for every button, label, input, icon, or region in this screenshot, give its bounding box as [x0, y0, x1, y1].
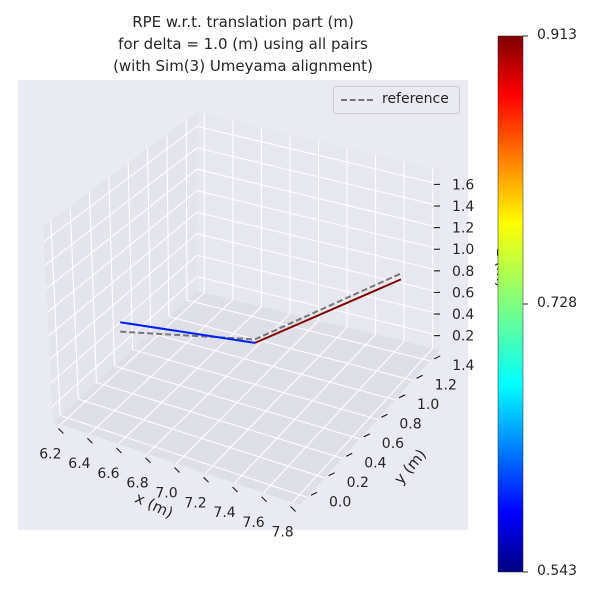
x-tick-mark	[232, 486, 238, 493]
x-tick-mark	[261, 496, 267, 503]
y-tick-label: 0.0	[329, 494, 351, 510]
y-gridline-floor	[60, 414, 308, 498]
y-tick-mark	[363, 433, 371, 438]
z-tick-label: 1.6	[452, 177, 474, 193]
legend-label-reference: reference	[382, 91, 449, 107]
chart-title-line-1: RPE w.r.t. translation part (m)	[132, 13, 354, 31]
z-gridline-back	[196, 190, 441, 250]
z-gridline-back	[196, 276, 441, 337]
y-gridline-floor	[186, 299, 431, 362]
z-gridline-left	[51, 276, 198, 407]
z-tick-label: 0.8	[452, 264, 474, 280]
colorbar-label-max: 0.913	[537, 27, 578, 43]
z-gridline-left	[50, 254, 198, 384]
y-gridline-left	[127, 162, 134, 350]
y-tick-label: 0.8	[399, 416, 421, 432]
estimate-path-segment	[120, 321, 256, 344]
x-gridline-floor	[234, 334, 376, 484]
y-gridline-floor	[150, 332, 396, 401]
z-tick-label: 1.0	[452, 242, 474, 258]
x-tick-label: 7.4	[213, 505, 235, 521]
y-gridline-left	[69, 205, 79, 400]
z-tick-label: 1.4	[452, 199, 474, 215]
y-tick-mark	[345, 452, 353, 457]
axis-ticks: 6.2 6.4 6.6 6.8 7.0 7.2 7.4 7.6 7.8 0.0 0.2 0.4 0.6 0…	[39, 177, 474, 540]
colorbar-label-mid: 0.728	[537, 295, 578, 311]
y-tick-label: 0.2	[347, 475, 369, 491]
y-gridline-left	[88, 191, 97, 383]
x-tick-mark	[116, 447, 122, 454]
x-gridline-floor	[205, 327, 348, 474]
z-gridline-back	[196, 254, 441, 315]
x-gridline-floor	[89, 299, 234, 435]
y-tick-mark	[310, 491, 318, 496]
z-gridline-back	[196, 147, 441, 207]
z-gridline-left	[45, 168, 198, 290]
z-gridline-left	[43, 125, 198, 243]
chart-title-line-3: (with Sim(3) Umeyama alignment)	[113, 57, 373, 75]
chart-title-line-2: for delta = 1.0 (m) using all pairs	[118, 35, 368, 53]
y-tick-label: 0.6	[382, 436, 404, 452]
x-tick-mark	[290, 506, 297, 512]
x-gridline-floor	[60, 292, 205, 425]
y-tick-label: 1.2	[435, 377, 457, 393]
z-gridline-back	[196, 168, 441, 229]
z-gridline-left	[49, 233, 198, 360]
y-gridline-floor	[168, 316, 413, 381]
x-tick-mark	[87, 437, 93, 444]
y-tick-label: 1.0	[417, 397, 439, 413]
z-gridline-back	[196, 233, 441, 293]
x-gridline-floor	[292, 347, 434, 503]
x-gridline-floor	[176, 320, 319, 464]
z-gridline-left	[47, 190, 198, 313]
z-gridline-back	[196, 211, 441, 272]
x-tick-label: 6.2	[39, 446, 61, 462]
legend: reference	[333, 86, 460, 114]
y-gridline-floor	[114, 365, 360, 440]
y-tick-mark	[328, 472, 335, 477]
x-tick-label: 6.8	[126, 476, 148, 492]
y-gridline-left	[108, 177, 116, 367]
x-tick-label: 7.6	[242, 515, 264, 531]
x-tick-label: 7.8	[271, 525, 293, 541]
z-gridline-back	[196, 125, 441, 185]
z-tick-label: 0.2	[452, 329, 474, 345]
x-tick-mark	[203, 476, 209, 483]
y-gridline-floor	[96, 382, 343, 459]
z-tick-label: 1.2	[452, 221, 474, 237]
z-tick-label: 0.6	[452, 285, 474, 301]
legend-dash-swatch	[341, 99, 373, 101]
z-tick-label: 0.4	[452, 307, 474, 323]
trajectory-paths	[120, 272, 402, 344]
x-tick-mark	[145, 457, 151, 464]
y-tick-label: 0.4	[364, 455, 386, 471]
y-gridline-left	[50, 220, 61, 416]
x-tick-label: 6.4	[68, 456, 90, 472]
colorbar	[497, 35, 524, 573]
z-gridline-left	[48, 211, 198, 337]
y-tick-mark	[433, 355, 441, 360]
y-gridline-left	[147, 148, 152, 334]
x-gridline-floor	[118, 306, 262, 445]
y-gridline-left	[185, 119, 188, 301]
y-gridline-left	[166, 134, 170, 317]
y-gridline-floor	[78, 398, 325, 479]
left-pane	[43, 112, 197, 422]
grid-lines	[43, 113, 441, 503]
x-tick-mark	[57, 428, 64, 434]
y-tick-mark	[381, 413, 388, 418]
x-tick-label: 7.2	[184, 495, 206, 511]
y-tick-label: 1.4	[452, 358, 474, 374]
estimate-path-segment	[254, 278, 402, 344]
x-tick-mark	[174, 467, 180, 473]
y-tick-mark	[416, 374, 423, 379]
x-gridline-floor	[263, 340, 405, 494]
x-tick-label: 7.0	[155, 486, 177, 502]
y-gridline-floor	[132, 349, 378, 420]
x-tick-label: 6.6	[97, 466, 119, 482]
colorbar-label-min: 0.543	[537, 563, 578, 579]
y-tick-mark	[398, 394, 406, 399]
z-gridline-left	[44, 147, 198, 266]
